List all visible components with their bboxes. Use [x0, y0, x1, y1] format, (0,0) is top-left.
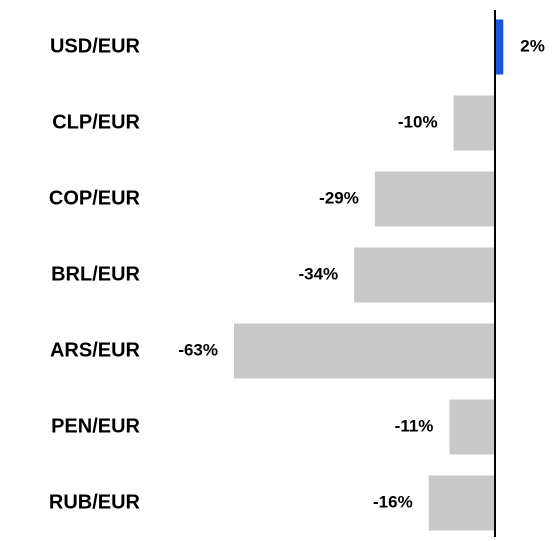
value-label: -63%	[178, 340, 218, 359]
category-label: COP/EUR	[49, 187, 141, 209]
category-label: CLP/EUR	[52, 111, 140, 133]
bar	[495, 19, 504, 75]
bar	[374, 171, 495, 227]
value-label: -34%	[298, 264, 338, 283]
bar	[453, 95, 495, 151]
category-label: RUB/EUR	[49, 491, 141, 513]
value-label: -29%	[319, 188, 359, 207]
bar	[354, 247, 495, 303]
value-label: -10%	[398, 112, 438, 131]
category-label: USD/EUR	[50, 35, 141, 57]
category-label: PEN/EUR	[51, 415, 140, 437]
bar	[234, 323, 495, 379]
category-label: ARS/EUR	[50, 339, 141, 361]
value-label: -16%	[373, 492, 413, 511]
bar	[428, 475, 495, 531]
value-label: 2%	[520, 36, 545, 55]
bar	[449, 399, 495, 455]
value-label: -11%	[395, 416, 434, 435]
category-label: BRL/EUR	[51, 263, 140, 285]
